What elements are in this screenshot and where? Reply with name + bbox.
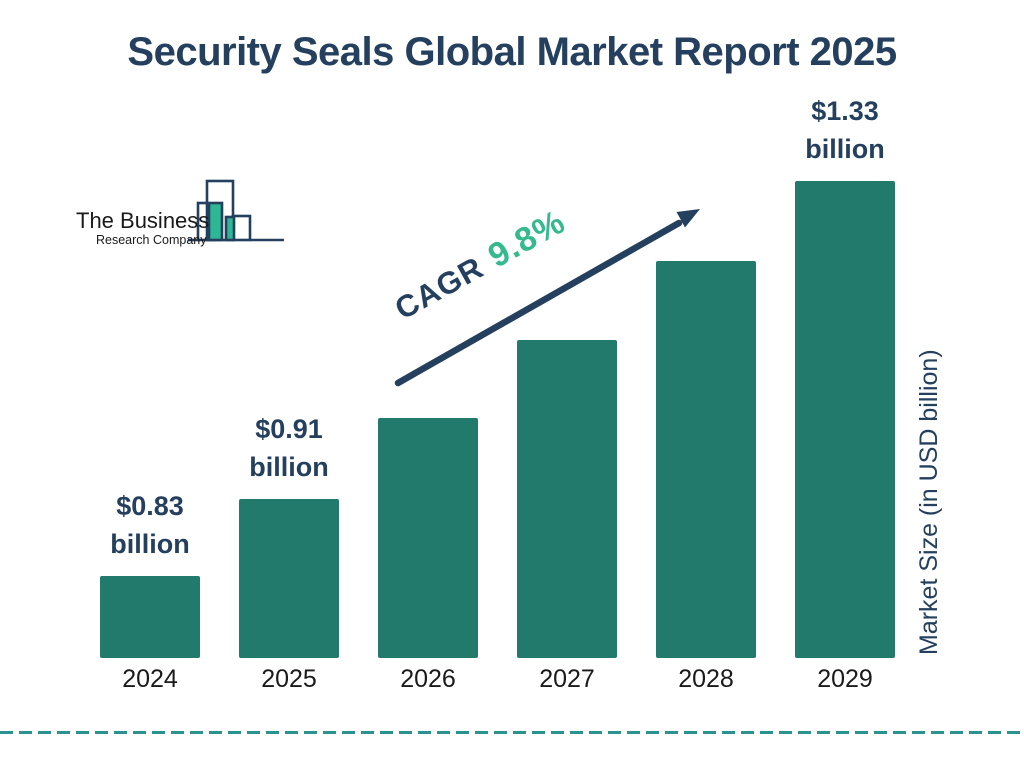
bar-column-2026: 2026 (378, 418, 478, 694)
bar-2028 (656, 261, 756, 658)
logo-bar-chart-icon (188, 179, 284, 242)
bar-column-2029: $1.33 billion 2029 (795, 92, 895, 694)
logo-name: The Business (76, 208, 209, 233)
bar-2029 (795, 181, 895, 658)
x-tick-label-2028: 2028 (678, 665, 734, 693)
bar-2024 (100, 576, 200, 658)
bar-2027 (517, 340, 617, 658)
x-tick-label-2026: 2026 (400, 665, 456, 693)
arrowhead-icon (676, 209, 700, 228)
x-tick-label-2027: 2027 (539, 665, 595, 693)
bar-column-2028: 2028 (656, 261, 756, 694)
y-axis-label: Market Size (in USD billion) (915, 349, 943, 655)
x-tick-label-2024: 2024 (122, 665, 178, 693)
bottom-dashed-rule (0, 731, 1024, 734)
bar-value-label: $0.83 billion (110, 491, 190, 559)
bar-value-label: $0.91 billion (249, 414, 329, 482)
company-logo: The Business Research Company (76, 179, 284, 247)
bar-2026 (378, 418, 478, 658)
x-tick-label-2025: 2025 (261, 665, 317, 693)
growth-arrow (394, 209, 700, 387)
logo-subname: Research Company (96, 233, 207, 247)
bar-value-label: $1.33 billion (805, 96, 885, 164)
bars-row: $0.83 billion 2024 $0.91 billion 2025 2026 2027… (100, 92, 895, 694)
bar-column-2025: $0.91 billion 2025 (239, 410, 339, 694)
bar-column-2024: $0.83 billion 2024 (100, 487, 200, 694)
bar-2025 (239, 499, 339, 658)
bar-column-2027: 2027 (517, 340, 617, 694)
page-title: Security Seals Global Market Report 2025 (127, 30, 897, 74)
x-tick-label-2029: 2029 (817, 665, 873, 693)
